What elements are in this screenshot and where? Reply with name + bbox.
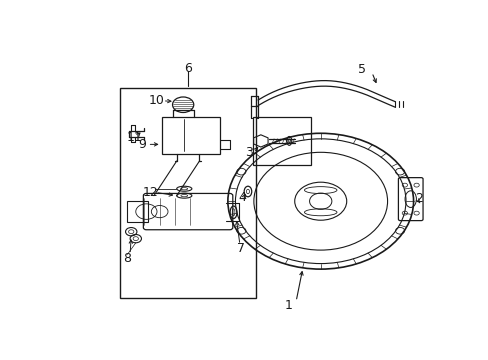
Text: 4: 4 <box>238 190 246 203</box>
Text: 12: 12 <box>142 186 158 199</box>
Bar <box>120 87 256 298</box>
Text: 5: 5 <box>358 63 366 76</box>
Bar <box>252 117 311 165</box>
Text: 11: 11 <box>127 131 142 144</box>
Text: 7: 7 <box>237 242 244 255</box>
Text: 1: 1 <box>284 299 292 312</box>
Text: 2: 2 <box>414 192 422 205</box>
Bar <box>127 201 148 222</box>
Text: 3: 3 <box>244 146 252 159</box>
Text: 9: 9 <box>139 138 146 151</box>
Text: 6: 6 <box>184 62 192 75</box>
Text: 10: 10 <box>148 94 164 107</box>
Text: 8: 8 <box>123 252 131 265</box>
